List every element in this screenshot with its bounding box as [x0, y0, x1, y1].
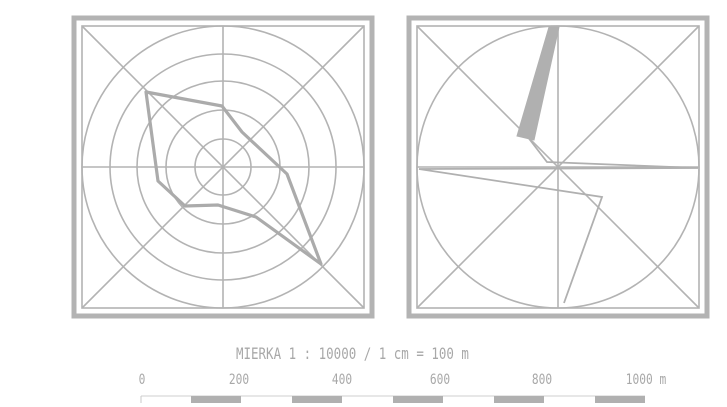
- scale-segment-2: [191, 396, 241, 403]
- scale-tick-0: 0: [138, 372, 146, 388]
- scale-tick-400: 400: [331, 372, 353, 388]
- scale-tick-800: 800: [531, 372, 553, 388]
- scale-segment-8: [494, 396, 544, 403]
- right-vector-panel: [406, 15, 710, 319]
- right-vector-path: [418, 135, 699, 304]
- left-ring-5: [81, 25, 365, 309]
- left-radar-panel: [71, 15, 375, 319]
- right-ring: [416, 25, 700, 309]
- scale-segment-6: [393, 396, 443, 403]
- scale-title: MIERKA 1 : 10000 / 1 cm = 100 m: [236, 344, 469, 363]
- scale-segment-4: [292, 396, 342, 403]
- scale-tick-1000: 1000 m: [625, 372, 667, 388]
- left-panel-outer-frame: [71, 15, 375, 319]
- scale-bar: [140, 395, 645, 403]
- scale-tick-600: 600: [429, 372, 451, 388]
- left-ring-1: [194, 138, 252, 196]
- left-ring-3: [136, 80, 310, 254]
- scale-segment-10: [595, 396, 645, 403]
- right-thick-vector: [516, 26, 560, 141]
- scale-tick-200: 200: [228, 372, 250, 388]
- left-radar-polygon: [144, 90, 323, 266]
- right-panel-outer-frame: [406, 15, 710, 319]
- left-ring-4: [109, 53, 337, 281]
